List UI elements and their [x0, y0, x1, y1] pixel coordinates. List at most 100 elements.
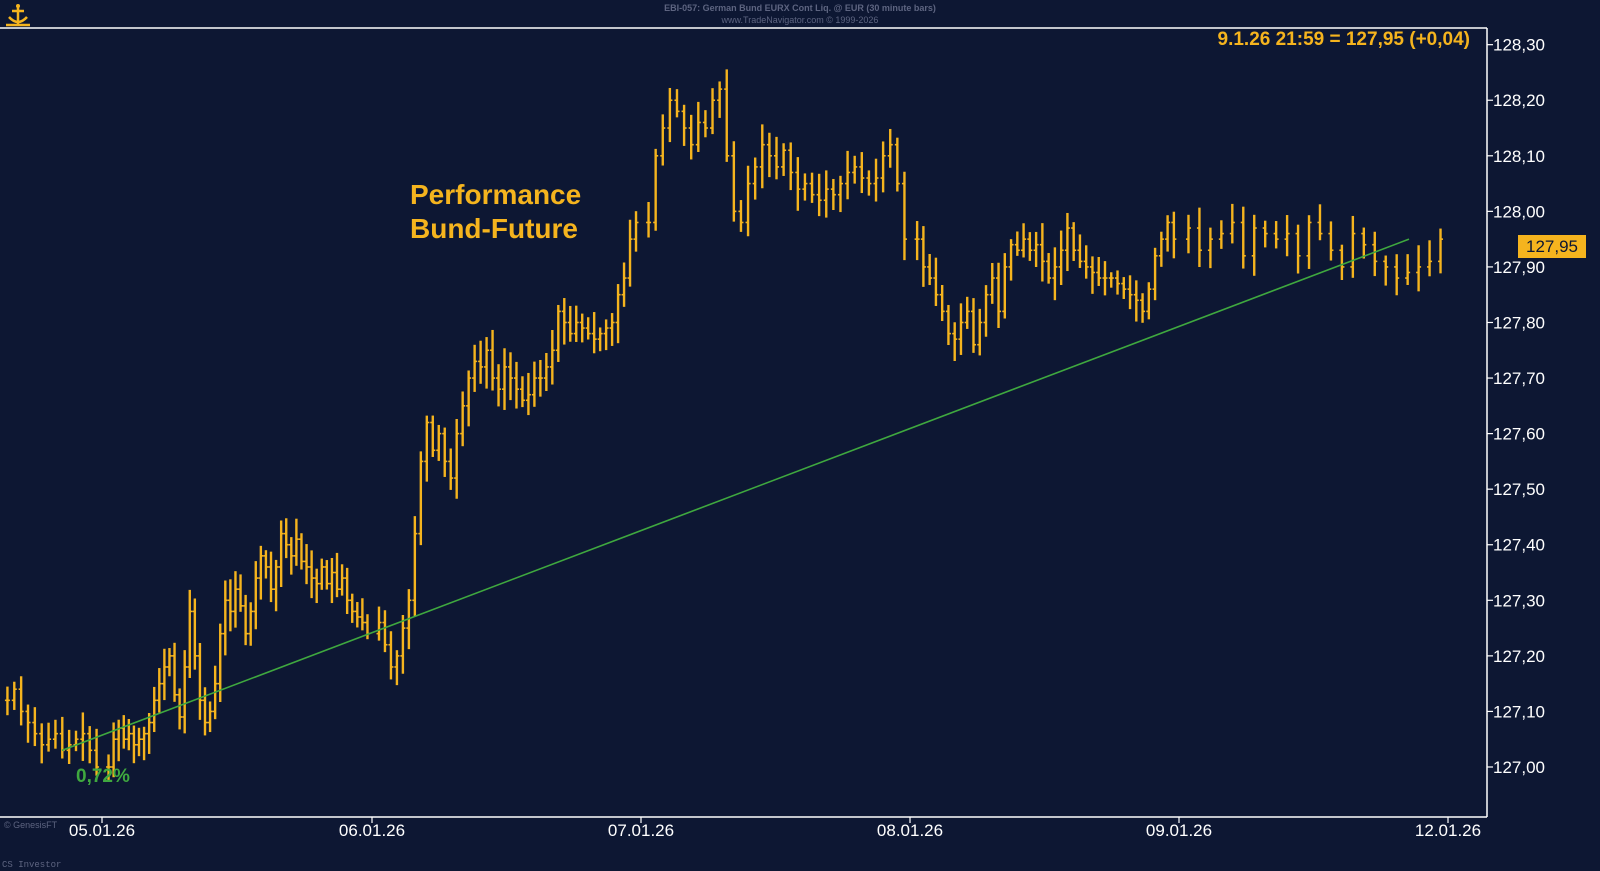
y-tick-label: 127,30: [1493, 591, 1545, 610]
y-tick-label: 128,30: [1493, 36, 1545, 55]
ohlc-bar: [32, 707, 38, 747]
x-tick-label: 07.01.26: [608, 821, 674, 840]
ohlc-bar: [549, 330, 555, 385]
ohlc-bar: [151, 686, 157, 733]
ohlc-bar: [87, 726, 93, 764]
x-tick-label: 12.01.26: [1415, 821, 1481, 840]
ohlc-bar: [354, 602, 360, 628]
x-tick-label: 05.01.26: [69, 821, 135, 840]
ohlc-bar: [752, 157, 758, 200]
annotation-line-1: Performance: [410, 179, 582, 210]
ohlc-bar: [304, 544, 310, 585]
ohlc-bar: [802, 173, 808, 201]
ohlc-bar: [543, 353, 549, 392]
ohlc-bar: [182, 650, 188, 734]
ohlc-bar: [845, 150, 851, 200]
ohlc-bar: [1002, 253, 1008, 319]
ohlc-bar: [329, 558, 335, 604]
ohlc-bar: [484, 337, 490, 389]
ohlc-bar: [273, 559, 279, 612]
ohlc-bar: [11, 681, 17, 710]
chart-axes: [0, 27, 1488, 818]
y-axis-ticks: 127,00 127,10 127,20 127,30 127,40 127,50 127,…: [1487, 36, 1545, 777]
ohlc-bar: [18, 676, 24, 726]
ohlc-bar: [1185, 214, 1191, 254]
chart-header-title: EBI-057: German Bund EURX Cont Liq. @ EU…: [664, 3, 936, 13]
trendline: [61, 238, 1410, 752]
ohlc-bar: [1140, 293, 1146, 323]
ohlc-bar: [519, 376, 525, 408]
ohlc-bar: [359, 598, 365, 631]
ohlc-bar: [627, 219, 633, 287]
ohlc-bar: [952, 322, 958, 362]
ohlc-bar: [1096, 256, 1102, 286]
y-tick-label: 127,10: [1493, 702, 1545, 721]
ohlc-bar: [324, 560, 330, 590]
ohlc-bar: [1027, 232, 1033, 261]
y-tick-label: 128,20: [1493, 91, 1545, 110]
ohlc-bar: [1108, 272, 1114, 288]
ohlc-bar: [436, 424, 442, 461]
ohlc-bar: [1273, 221, 1279, 249]
ohlc-bar: [1361, 227, 1367, 259]
ohlc-bar: [667, 87, 673, 143]
ohlc-bar: [298, 533, 304, 570]
ohlc-bar: [989, 262, 995, 304]
ohlc-bar: [243, 594, 249, 646]
ohlc-bar: [258, 545, 264, 600]
ohlc-bar: [502, 348, 508, 410]
ohlc-bar: [442, 427, 448, 477]
ohlc-bar: [478, 340, 484, 384]
ohlc-bar: [1127, 275, 1133, 310]
ohlc-bar: [914, 221, 920, 261]
ohlc-bar: [585, 317, 591, 340]
ohlc-bar: [603, 319, 609, 351]
ohlc-bar: [1133, 280, 1139, 322]
ohlc-bar: [1058, 230, 1064, 285]
ohlc-bar: [349, 593, 355, 623]
ohlc-bar: [80, 712, 86, 761]
ohlc-bar: [253, 561, 259, 630]
ohlc-bar: [187, 589, 193, 678]
ohlc-bar: [1064, 212, 1070, 272]
y-tick-label: 127,70: [1493, 369, 1545, 388]
ohlc-bar: [388, 631, 394, 680]
ohlc-bar: [774, 136, 779, 180]
ohlc-bar: [1218, 220, 1224, 249]
ohlc-bar: [1039, 223, 1045, 282]
y-tick-label: 128,10: [1493, 147, 1545, 166]
ohlc-bar: [653, 148, 659, 231]
ohlc-bar: [1284, 215, 1290, 257]
ohlc-bar: [1427, 240, 1433, 277]
ohlc-bar: [263, 550, 269, 579]
ohlc-bar: [688, 114, 694, 160]
x-axis-ticks: 05.01.26 06.01.26 07.01.26 08.01.26 09.01.26…: [69, 817, 1481, 840]
ohlc-bar: [238, 574, 244, 612]
ohlc-bar: [823, 170, 829, 218]
ohlc-bar: [283, 518, 289, 559]
performance-percent: 0,72%: [76, 766, 130, 787]
ohlc-bar: [418, 451, 424, 546]
ohlc-bar: [615, 284, 621, 344]
ohlc-bar: [314, 568, 320, 604]
ohlc-bar: [472, 344, 478, 392]
ohlc-bar: [232, 571, 238, 628]
ohlc-bar: [964, 296, 970, 329]
ohlc-bar: [837, 175, 843, 213]
ohlc-bar: [177, 688, 183, 730]
ohlc-bar: [1394, 254, 1400, 296]
ohlc-bar: [830, 178, 836, 211]
ohlc-bar: [873, 158, 879, 202]
ohlc-bar: [660, 114, 666, 166]
ohlc-bar: [1152, 247, 1158, 301]
ohlc-bar: [731, 141, 737, 222]
x-tick-label: 06.01.26: [339, 821, 405, 840]
ohlc-bar: [646, 202, 652, 238]
ohlc-bar: [1262, 220, 1268, 248]
y-tick-label: 127,80: [1493, 313, 1545, 332]
ohlc-bar: [490, 329, 496, 391]
ohlc-bar: [1083, 245, 1089, 279]
ohlc-bar: [945, 304, 951, 346]
ohlc-bar: [717, 81, 723, 118]
